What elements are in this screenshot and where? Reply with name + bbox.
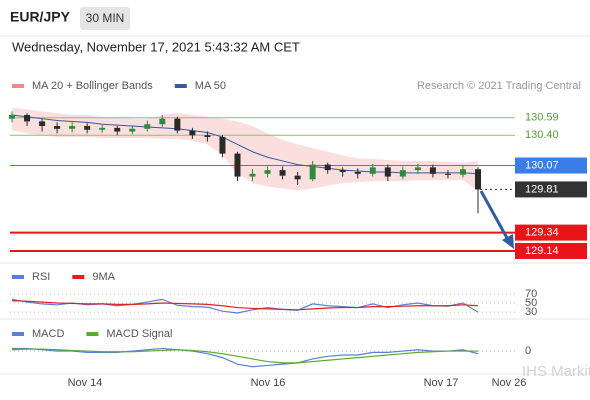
x-tick-label: Nov 26: [492, 377, 527, 389]
candle-body: [204, 135, 211, 138]
candle-body: [129, 128, 136, 132]
candle-body: [144, 124, 151, 129]
candle-body: [249, 173, 256, 177]
candle-body: [444, 173, 451, 175]
candle-body: [159, 118, 166, 125]
candle-body: [279, 170, 286, 176]
attribution: Research © 2021 Trading Central: [417, 80, 581, 92]
candle-body: [399, 170, 406, 177]
indicator-line: [11, 298, 479, 314]
plot-layer: Nov 14 Nov 16 Nov 17 Nov 26 130.59 130.40 130.…: [9, 80, 587, 389]
y-tick-label: 0: [525, 345, 531, 357]
price-level-label: 130.07: [525, 159, 559, 171]
x-tick-label: Nov 14: [68, 377, 103, 389]
candle-body: [475, 169, 481, 190]
price-level-box: [515, 242, 587, 259]
indicator-line: [11, 300, 479, 311]
legend-label: 9MA: [92, 271, 115, 283]
candle-body: [414, 167, 421, 171]
legend-label: MA 20 + Bollinger Bands: [32, 80, 153, 92]
legend-label: MA 50: [195, 80, 226, 92]
legend-label: MACD Signal: [106, 328, 172, 340]
candle-body: [39, 121, 46, 127]
price-level-label: 130.59: [525, 112, 559, 124]
price-level-box: [515, 224, 587, 241]
forecast-arrow: [479, 190, 509, 239]
watermark: IHS Markit: [522, 363, 590, 380]
x-tick-label: Nov 17: [424, 377, 459, 389]
candle-body: [459, 169, 466, 175]
legend-swatch: [12, 275, 24, 279]
candle-body: [369, 167, 376, 174]
candle-body: [429, 167, 436, 174]
candle-body: [174, 118, 181, 131]
symbol: EUR/JPY: [10, 9, 71, 25]
legend-label: MACD: [32, 328, 64, 340]
y-tick-label: 50: [525, 297, 537, 309]
candle-body: [69, 126, 76, 129]
price-level-box: [515, 181, 587, 198]
candle-body: [339, 170, 346, 172]
price-level-label: 129.14: [525, 245, 559, 257]
legend-label: RSI: [32, 271, 50, 283]
indicator-line: [11, 348, 478, 364]
price-level-label: 130.40: [525, 129, 559, 141]
candle-body: [309, 164, 316, 180]
x-tick-label: Nov 16: [251, 377, 286, 389]
candle-body: [54, 126, 61, 129]
price-level-label: 129.34: [525, 227, 559, 239]
candle-body: [219, 137, 226, 154]
candle-body: [294, 175, 301, 180]
timestamp: Wednesday, November 17, 2021 5:43:32 AM …: [12, 39, 300, 54]
candle-body: [234, 153, 241, 177]
legend-swatch: [174, 84, 187, 88]
legend-swatch: [86, 332, 99, 336]
candle-body: [324, 164, 331, 171]
y-tick-label: 70: [525, 288, 537, 300]
candle-body: [189, 130, 196, 136]
bollinger-band: [12, 107, 478, 191]
candle-body: [354, 171, 361, 174]
candle-body: [84, 126, 91, 130]
candle-body: [384, 167, 391, 177]
y-tick-label: 30: [525, 306, 537, 318]
forecast-arrow-head: [502, 234, 514, 249]
legend-swatch: [72, 275, 85, 279]
interval-pill[interactable]: [80, 7, 130, 30]
price-level-box: [515, 157, 587, 174]
indicator-line: [12, 347, 479, 368]
candle-body: [99, 127, 106, 130]
price-level-label: 129.81: [525, 183, 559, 195]
legend-swatch: [12, 84, 24, 88]
candle-body: [264, 170, 271, 174]
candle-body: [24, 115, 31, 122]
interval[interactable]: 30 MIN: [86, 11, 125, 25]
legend-swatch: [12, 332, 24, 336]
candle-body: [9, 115, 15, 119]
candle-body: [114, 127, 121, 132]
